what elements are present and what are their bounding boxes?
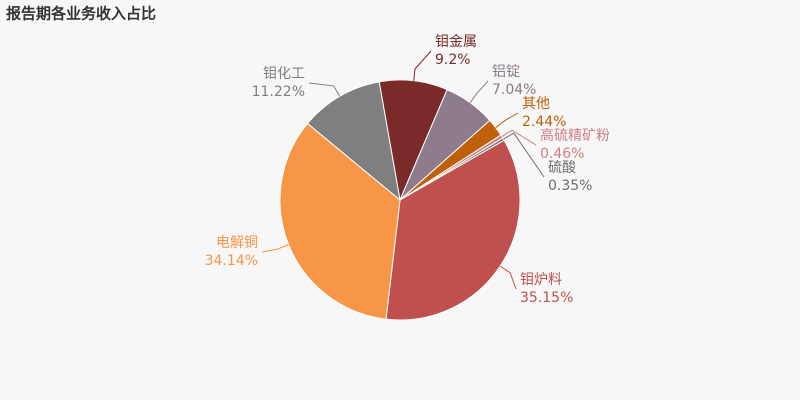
leader-line [261,244,289,253]
leader-line [495,112,519,128]
chart-title: 报告期各业务收入占比 [6,5,156,23]
slice-label: 电解铜 [216,235,258,251]
leader-line [308,82,341,97]
slice-label: 其他 [522,96,550,112]
value-label: 0.46% [540,146,584,162]
slice-label: 钼炉料 [520,272,562,288]
slice-label: 硫酸 [548,160,576,176]
value-label: 34.14% [205,253,258,269]
slice-label: 钼金属 [435,34,477,50]
slice-label: 铝锭 [492,64,520,80]
slice-label: 钼化工 [263,66,305,82]
value-label: 2.44% [522,114,566,130]
leader-line [413,50,432,81]
value-label: 11.22% [252,84,305,100]
value-label: 0.35% [548,178,592,194]
slice-label: 高硫精矿粉 [540,127,610,144]
value-label: 35.15% [520,290,573,306]
leader-line [501,129,537,146]
value-label: 7.04% [492,82,536,98]
leader-line [499,265,517,290]
leader-line [503,132,545,178]
leader-line [469,80,489,103]
value-label: 9.2% [435,52,471,68]
pie-slice [279,122,401,320]
